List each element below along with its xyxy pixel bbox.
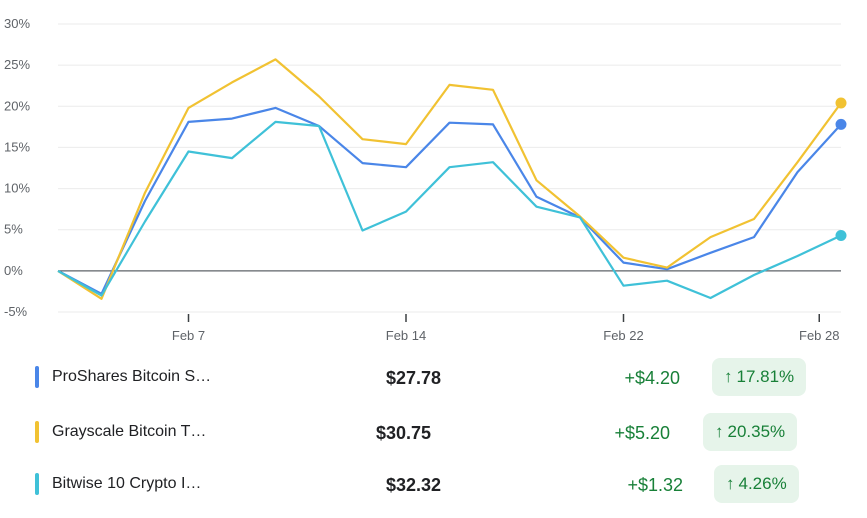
x-axis: Feb 7 Feb 14 Feb 22 Feb 28 <box>172 314 839 343</box>
legend-percent: 20.35% <box>727 422 786 441</box>
x-tick-label: Feb 22 <box>603 328 643 343</box>
up-arrow-icon: ↑ <box>726 474 735 493</box>
y-tick-label: 0% <box>4 263 23 278</box>
series-color-swatch <box>35 473 39 495</box>
series-line <box>57 120 842 300</box>
x-tick-label: Feb 28 <box>799 328 839 343</box>
legend-percent-badge: ↑ 4.26% <box>714 465 799 503</box>
legend: ProShares Bitcoin S… $27.78 +$4.20 ↑ 17.8… <box>0 350 867 510</box>
legend-series-name: Bitwise 10 Crypto I… <box>52 475 202 492</box>
series-lines <box>57 58 847 300</box>
legend-percent-badge: ↑ 20.35% <box>703 413 798 451</box>
line-chart: 30% 25% 20% 15% 10% 5% 0% -5% Feb 7 Feb 14 Feb 22… <box>4 16 847 343</box>
legend-price: $30.75 <box>376 423 432 443</box>
x-tick-label: Feb 14 <box>386 328 426 343</box>
y-tick-label: 15% <box>4 139 30 154</box>
y-tick-label: 5% <box>4 222 23 237</box>
grid-lines <box>58 23 841 313</box>
series-line <box>57 58 842 300</box>
x-tick-label: Feb 7 <box>172 328 205 343</box>
legend-series-name: ProShares Bitcoin S… <box>52 368 212 385</box>
legend-series-name: Grayscale Bitcoin T… <box>52 423 207 440</box>
legend-change: +$1.32 <box>627 475 683 495</box>
y-tick-label: 10% <box>4 181 30 196</box>
legend-percent: 17.81% <box>736 367 795 386</box>
series-line <box>57 106 842 295</box>
legend-row-bitwise[interactable]: Bitwise 10 Crypto I… $32.32 +$1.32 ↑ 4.26… <box>0 463 867 507</box>
legend-price: $27.78 <box>386 368 442 388</box>
series-color-swatch <box>35 421 39 443</box>
y-tick-label: 20% <box>4 98 30 113</box>
legend-row-proshares[interactable]: ProShares Bitcoin S… $27.78 +$4.20 ↑ 17.8… <box>0 356 867 400</box>
y-tick-label: 30% <box>4 16 30 31</box>
legend-change: +$5.20 <box>614 423 670 443</box>
legend-row-grayscale[interactable]: Grayscale Bitcoin T… $30.75 +$5.20 ↑ 20.3… <box>0 411 867 455</box>
legend-percent-badge: ↑ 17.81% <box>712 358 807 396</box>
series-end-point <box>835 118 847 130</box>
legend-percent: 4.26% <box>738 474 787 493</box>
up-arrow-icon: ↑ <box>715 422 724 441</box>
up-arrow-icon: ↑ <box>724 367 733 386</box>
y-axis-labels: 30% 25% 20% 15% 10% 5% 0% -5% <box>4 16 30 319</box>
y-tick-label: 25% <box>4 57 30 72</box>
series-end-point <box>835 97 847 109</box>
series-end-point <box>835 229 847 241</box>
legend-price: $32.32 <box>386 475 442 495</box>
series-color-swatch <box>35 366 39 388</box>
legend-change: +$4.20 <box>624 368 680 388</box>
y-tick-label: -5% <box>4 304 28 319</box>
